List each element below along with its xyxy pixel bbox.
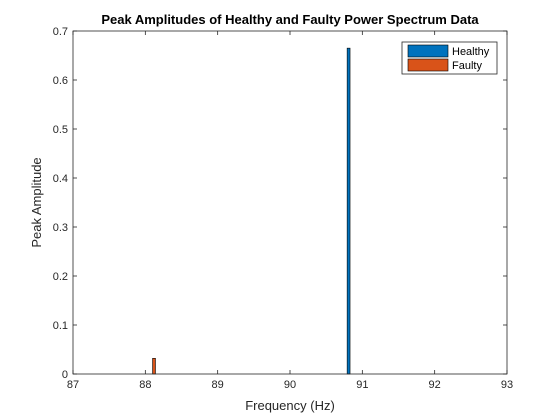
x-tick-label-4: 91	[356, 379, 368, 391]
legend-swatch-faulty	[407, 58, 449, 72]
y-tick-label-5: 0.5	[53, 124, 68, 136]
x-axis-label: Frequency (Hz)	[245, 398, 335, 413]
bar-healthy-0	[346, 47, 351, 375]
x-tick-label-1: 88	[139, 379, 151, 391]
chart-title: Peak Amplitudes of Healthy and Faulty Po…	[101, 12, 479, 27]
y-tick-label-0: 0	[62, 369, 68, 381]
x-tick-label-2: 89	[212, 379, 224, 391]
legend-swatch-healthy	[407, 44, 449, 58]
y-tick-label-2: 0.2	[53, 271, 68, 283]
legend-label-faulty: Faulty	[452, 60, 482, 72]
x-tick-label-6: 93	[501, 379, 513, 391]
legend-label-healthy: Healthy	[452, 46, 490, 58]
y-tick-label-7: 0.7	[53, 26, 68, 38]
x-tick-label-3: 90	[284, 379, 296, 391]
plot-area	[73, 31, 507, 374]
legend: Healthy Faulty	[401, 41, 498, 75]
bar-faulty-0	[152, 358, 156, 375]
y-axis-label: Peak Amplitude	[29, 157, 44, 247]
plot-frame	[72, 30, 508, 375]
x-tick-label-0: 87	[67, 379, 79, 391]
y-tick-label-3: 0.3	[53, 222, 68, 234]
x-tick-label-5: 92	[429, 379, 441, 391]
y-tick-label-6: 0.6	[53, 75, 68, 87]
y-tick-label-4: 0.4	[53, 173, 68, 185]
ticks-layer: 87 88 89 90 91 92 93 0 0.1 0.2 0.3 0.4 0.5 0.6 0.7	[53, 26, 513, 391]
y-tick-label-1: 0.1	[53, 320, 68, 332]
